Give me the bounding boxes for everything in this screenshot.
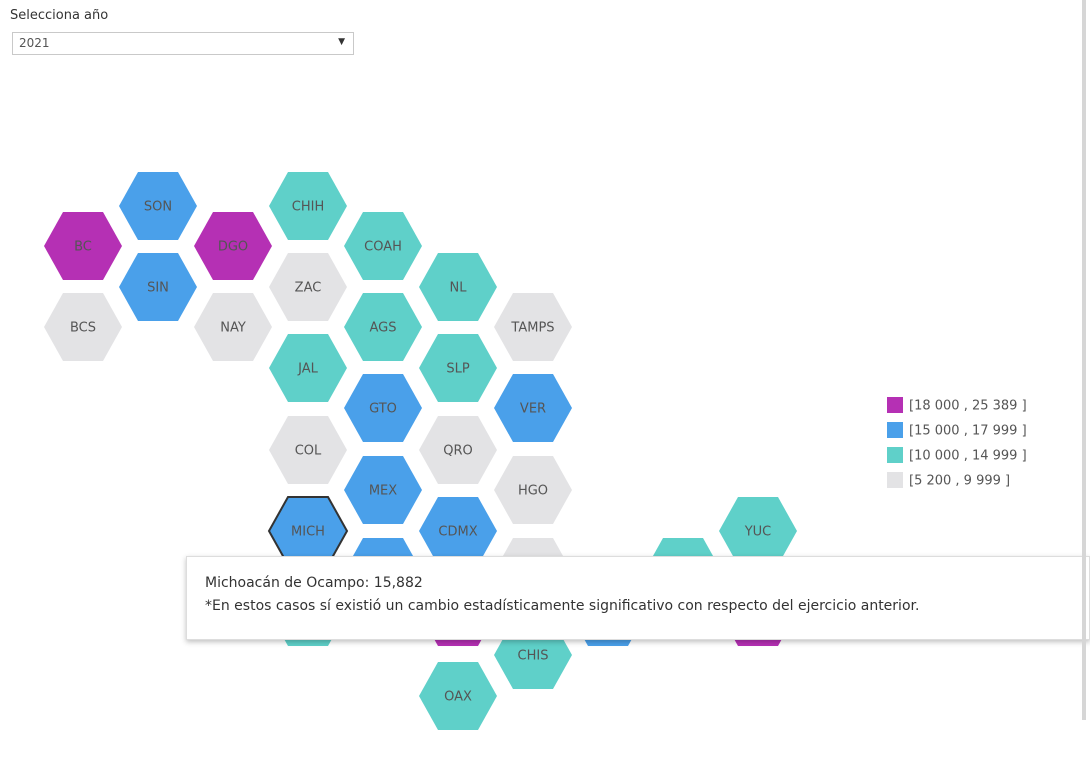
tooltip: Michoacán de Ocampo: 15,882 *En estos ca… xyxy=(186,556,1090,640)
state-label: MICH xyxy=(291,525,325,540)
state-hex[interactable] xyxy=(344,212,422,280)
state-hex[interactable] xyxy=(44,212,122,280)
state-hex[interactable] xyxy=(419,253,497,321)
dropdown-arrow[interactable]: ▼ xyxy=(338,37,345,47)
state-hex[interactable] xyxy=(119,172,197,240)
legend-label: [10 000 , 14 999 ] xyxy=(909,449,1027,464)
tooltip-note: *En estos casos sí existió un cambio est… xyxy=(205,598,920,614)
state-label: YUC xyxy=(744,525,772,540)
state-label: COAH xyxy=(364,240,402,255)
state-hex[interactable] xyxy=(269,334,347,402)
state-label: JAL xyxy=(297,362,318,377)
state-hex[interactable] xyxy=(269,172,347,240)
state-label: SIN xyxy=(147,281,169,296)
legend-label: [15 000 , 17 999 ] xyxy=(909,424,1027,439)
state-label: QRO xyxy=(443,444,473,459)
control-label: Selecciona año xyxy=(10,8,109,23)
state-hex[interactable] xyxy=(119,253,197,321)
state-hex[interactable] xyxy=(194,212,272,280)
state-label: ZAC xyxy=(295,281,322,296)
state-label: MEX xyxy=(369,484,397,499)
legend-label: [18 000 , 25 389 ] xyxy=(909,399,1027,414)
state-hex[interactable] xyxy=(44,293,122,361)
state-hex[interactable] xyxy=(344,456,422,524)
state-hex[interactable] xyxy=(494,374,572,442)
state-label: HGO xyxy=(518,484,548,499)
state-label: VER xyxy=(520,402,546,417)
state-label: AGS xyxy=(370,321,397,336)
state-hex[interactable] xyxy=(194,293,272,361)
state-label: SON xyxy=(144,200,172,215)
legend-swatch xyxy=(887,472,903,488)
scrollbar[interactable] xyxy=(1082,0,1086,720)
state-hex[interactable] xyxy=(419,497,497,565)
state-label: CHIS xyxy=(518,649,549,664)
state-label: OAX xyxy=(444,690,472,705)
state-label: COL xyxy=(295,444,322,459)
year-dropdown[interactable]: 2021 ▼ xyxy=(12,32,354,55)
state-hex[interactable] xyxy=(494,293,572,361)
state-label: BC xyxy=(74,240,92,255)
state-label: TAMPS xyxy=(510,321,554,336)
state-label: NL xyxy=(450,281,468,296)
selected-year: 2021 xyxy=(19,36,50,50)
state-label: SLP xyxy=(446,362,469,377)
state-label: DGO xyxy=(218,240,248,255)
state-label: CDMX xyxy=(438,525,477,540)
state-hex[interactable] xyxy=(719,497,797,565)
tooltip-title: Michoacán de Ocampo: 15,882 xyxy=(205,575,423,591)
state-label: BCS xyxy=(70,321,96,336)
legend-swatch xyxy=(887,447,903,463)
state-hex[interactable] xyxy=(419,416,497,484)
state-hex[interactable] xyxy=(419,334,497,402)
state-hex[interactable] xyxy=(269,253,347,321)
state-hex[interactable] xyxy=(494,456,572,524)
state-label: NAY xyxy=(220,321,246,336)
legend-swatch xyxy=(887,397,903,413)
state-label: CHIH xyxy=(292,200,324,215)
state-hex[interactable] xyxy=(344,374,422,442)
state-label: GTO xyxy=(369,402,397,417)
legend-swatch xyxy=(887,422,903,438)
legend-label: [5 200 , 9 999 ] xyxy=(909,474,1010,489)
state-hex[interactable] xyxy=(269,416,347,484)
state-hex[interactable] xyxy=(419,662,497,730)
state-hex[interactable] xyxy=(344,293,422,361)
